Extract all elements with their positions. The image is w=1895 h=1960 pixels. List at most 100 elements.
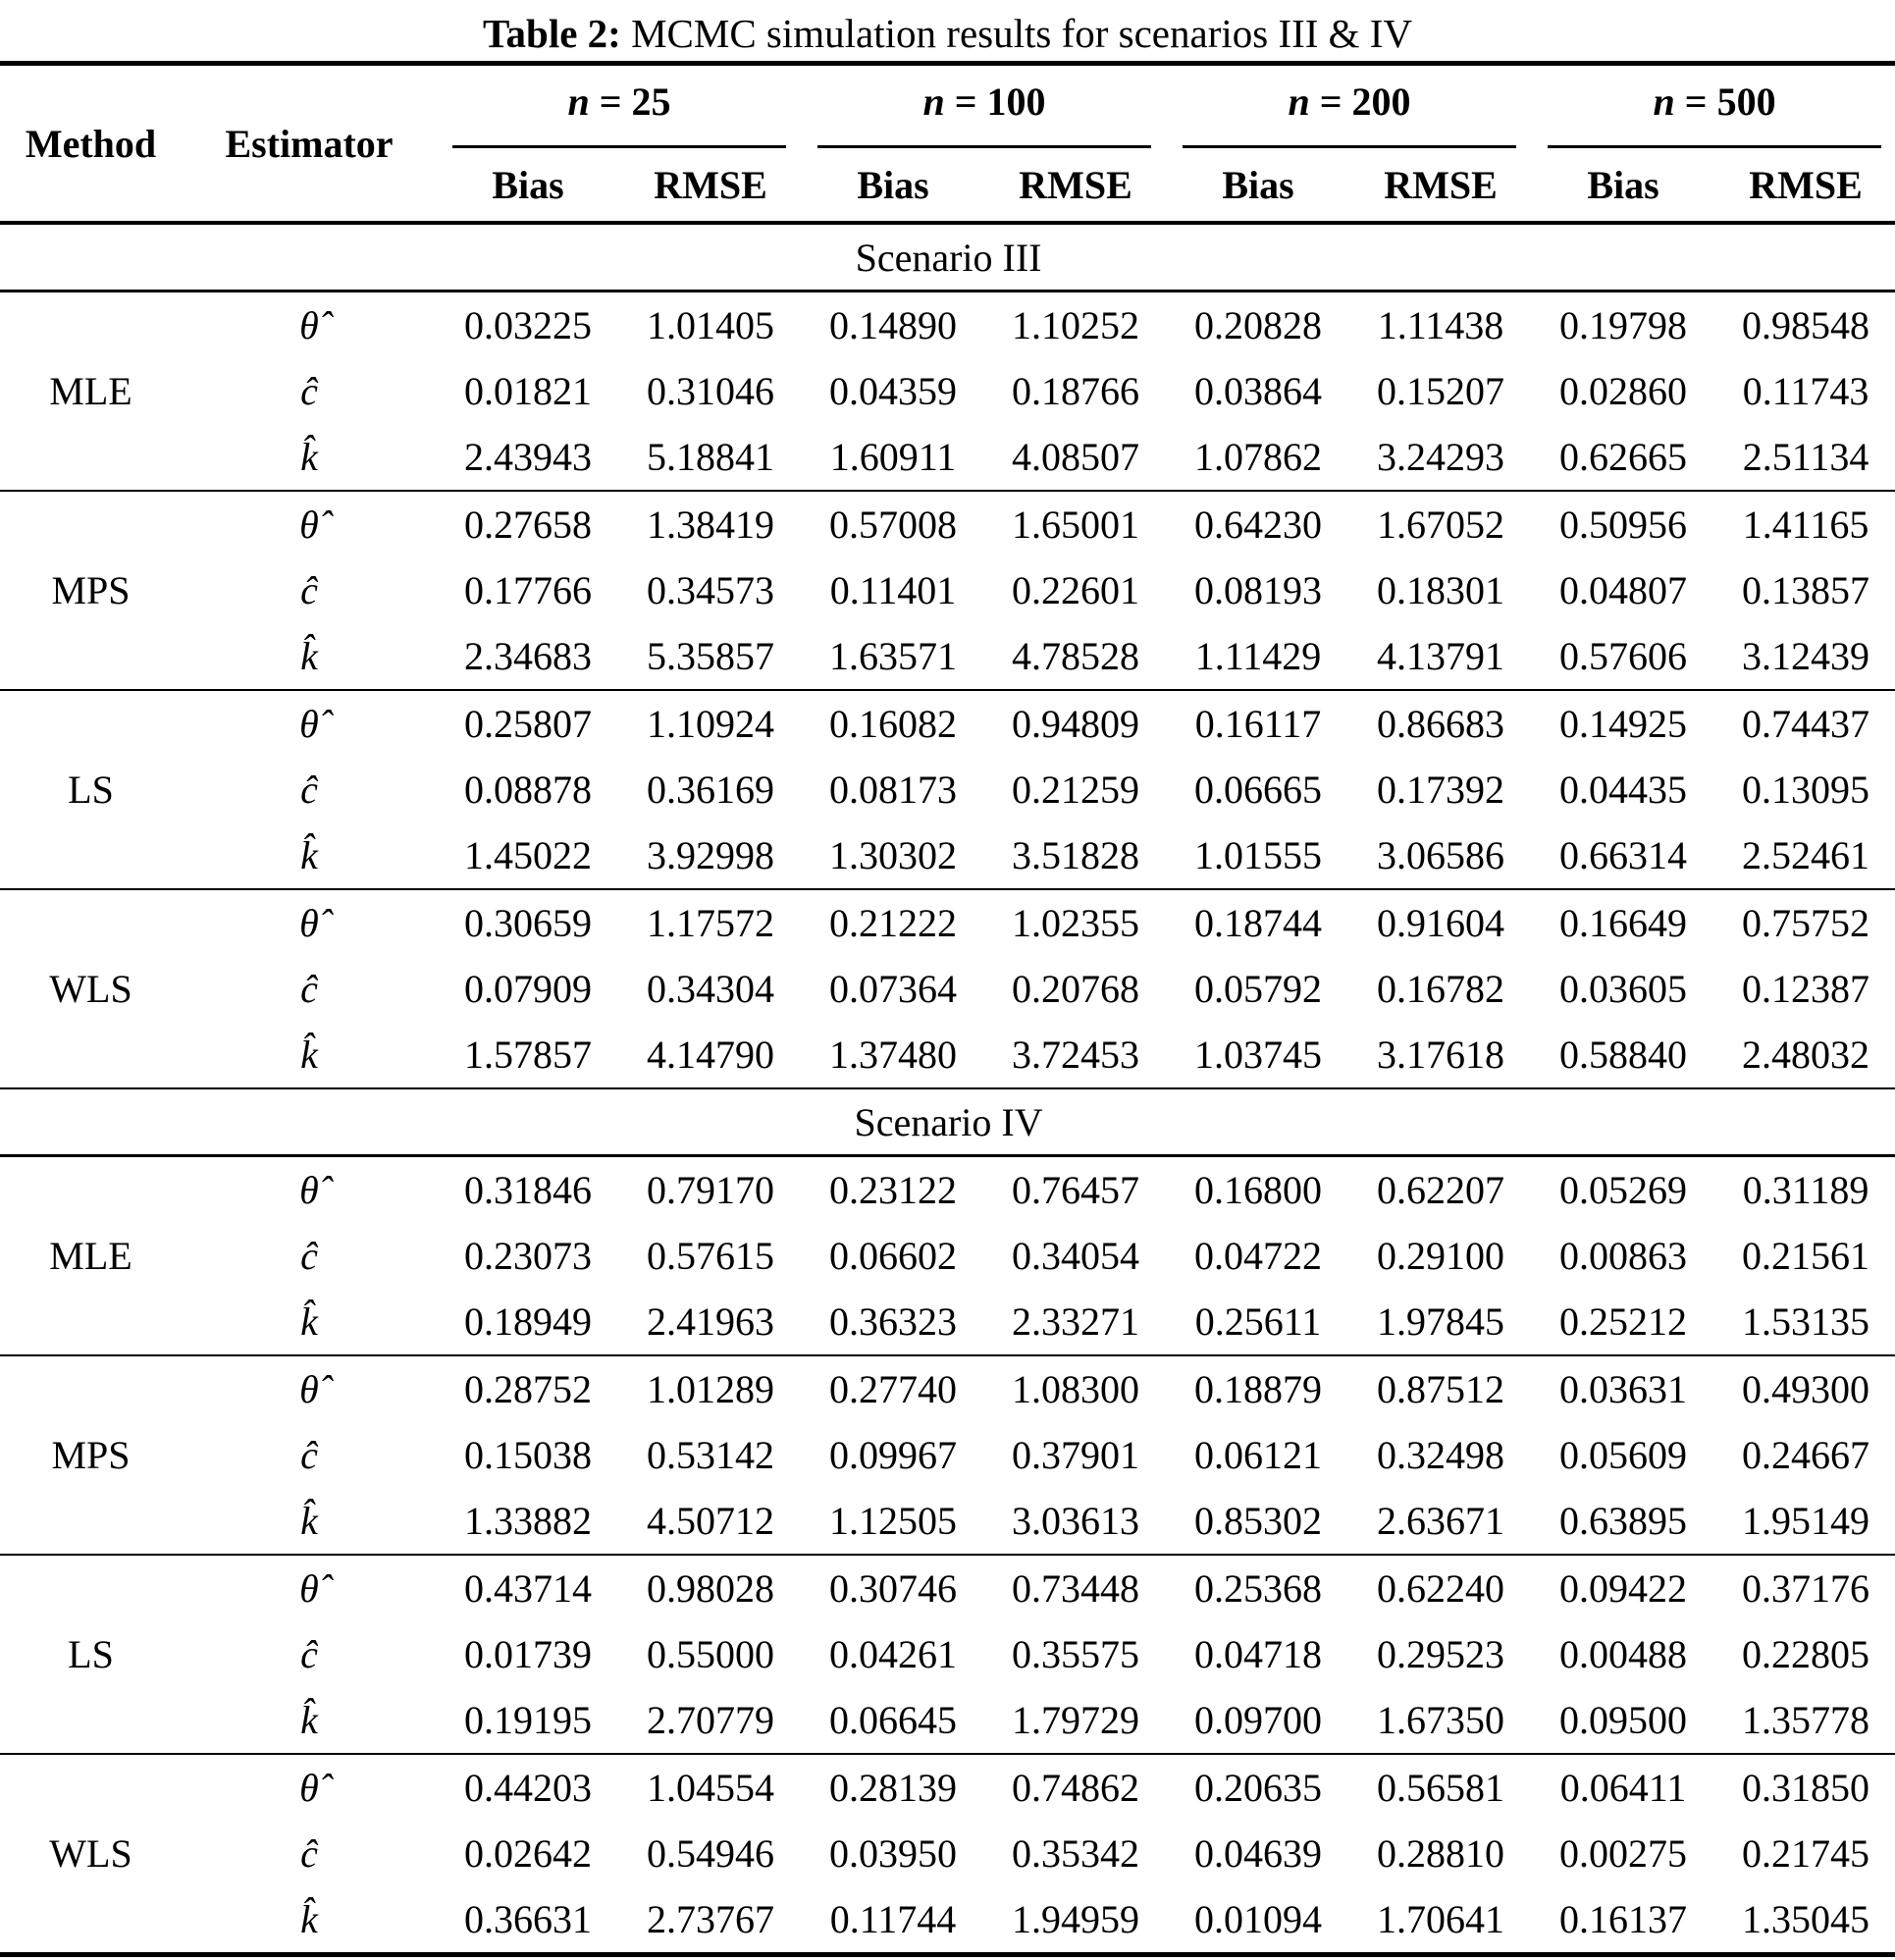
table-row: ĉ 0.02642 0.54946 0.03950 0.35342 0.04639 0.2… [0,1821,1895,1886]
table-row: WLS θ̂ 0.44203 1.04554 0.28139 0.74862 0.20635… [0,1753,1895,1955]
rmse-value-cell: 0.75752 [1714,888,1895,956]
method-name: WLS [0,1753,182,1955]
rmse-value-cell: 3.51828 [1012,833,1140,877]
rmse-value-cell: 0.20768 [1012,967,1140,1011]
bias-value-cell: 0.66314 [1559,833,1688,877]
table-row: k̂ 1.33882 4.50712 1.12505 3.03613 0.85302 2.6… [0,1488,1895,1555]
bias-value-cell: 0.09700 [1194,1698,1323,1742]
rmse-value-cell: 0.28810 [1377,1831,1505,1876]
table-row: k̂ 2.34683 5.35857 1.63571 4.78528 1.11429 4.1… [0,623,1895,690]
bias-value-cell: 0.03950 [829,1831,958,1876]
column-header-rmse: RMSE [1349,148,1533,225]
bias-value-cell: 0.08878 [464,768,592,812]
bias-value-cell: 0.05269 [1559,1168,1688,1212]
table-row: k̂ 1.57857 4.14790 1.37480 3.72453 1.03745 3.1… [0,1022,1895,1088]
estimator-symbol: θ̂ [182,689,437,757]
bias-value-cell: 0.18879 [1167,1354,1350,1422]
rmse-value-cell: 2.63671 [1377,1499,1505,1543]
bias-value-cell: 0.21222 [802,888,985,956]
rmse-value-cell: 0.17392 [1377,768,1505,812]
table-row: MPS θ̂ 0.28752 1.01289 0.27740 1.08300 0.18879… [0,1354,1895,1555]
table-row: WLS θ̂ 0.30659 1.17572 0.21222 1.02355 0.18744… [0,888,1895,1088]
bias-value-cell: 0.11401 [829,568,957,612]
bias-value-cell: 0.36631 [464,1897,592,1941]
section-label-row: Scenario IV [0,1087,1895,1157]
rmse-value-cell: 0.16782 [1377,967,1505,1011]
column-header-bias: Bias [437,148,619,225]
table-row: ĉ 0.07909 0.34304 0.07364 0.20768 0.05792 0.1… [0,956,1895,1022]
rmse-value-cell: 1.02355 [984,888,1168,956]
rmse-value-cell: 0.86683 [1349,689,1533,757]
rmse-value-cell: 1.53135 [1742,1299,1870,1344]
rmse-value-cell: 4.50712 [647,1499,774,1543]
bias-value-cell: 0.20635 [1167,1753,1350,1821]
bias-value-cell: 0.25368 [1167,1554,1350,1621]
bias-value-cell: 0.62665 [1559,435,1688,479]
rmse-value-cell: 0.98548 [1742,303,1870,347]
rmse-value-cell: 0.15207 [1377,369,1505,413]
rmse-value-cell: 2.51134 [1742,435,1869,479]
column-header-bias: Bias [1532,148,1715,225]
bias-value-cell: 1.07862 [1194,435,1323,479]
estimator-symbol: k̂ [300,1299,318,1344]
estimator-symbol: ĉ [300,369,318,413]
bias-value-cell: 0.06665 [1194,768,1323,812]
bias-value-cell: 0.19798 [1559,303,1688,347]
rmse-value-cell: 0.18301 [1377,568,1505,612]
rmse-value-cell: 0.37176 [1714,1554,1895,1621]
rmse-value-cell: 0.21259 [1012,768,1140,812]
rmse-value-cell: 3.17618 [1377,1033,1505,1077]
method-name: WLS [0,888,182,1088]
rmse-value-cell: 0.54946 [647,1831,774,1876]
rmse-value-cell: 0.57615 [647,1234,774,1278]
bias-value-cell: 0.08173 [829,768,958,812]
bias-value-cell: 0.00863 [1559,1234,1688,1278]
bias-value-cell: 2.43943 [464,435,592,479]
rmse-value-cell: 0.91604 [1349,888,1533,956]
estimator-symbol: k̂ [300,1033,318,1077]
column-group-n500: n = 500 [1532,64,1895,149]
rmse-value-cell: 3.12439 [1742,634,1870,678]
rmse-value-cell: 0.94809 [984,689,1168,757]
table-row: MLE θ̂ 0.03225 1.01405 0.14890 1.10252 0.20828… [0,291,1895,413]
bias-value-cell: 0.06602 [829,1234,958,1278]
rmse-value-cell: 2.41963 [647,1299,774,1344]
bias-value-cell: 0.02642 [464,1831,592,1876]
bias-value-cell: 0.09422 [1532,1554,1715,1621]
n-symbol: n [922,79,945,124]
bias-value-cell: 1.03745 [1194,1033,1323,1077]
bias-value-cell: 0.30746 [802,1554,985,1621]
bias-value-cell: 1.45022 [464,833,592,877]
column-header-estimator: Estimator [182,63,437,225]
estimator-symbol: ĉ [300,967,318,1011]
estimator-symbol: k̂ [300,435,318,479]
bias-value-cell: 0.05792 [1194,967,1323,1011]
rmse-value-cell: 1.11438 [1377,303,1504,347]
column-header-rmse: RMSE [984,148,1168,225]
bias-value-cell: 0.19195 [464,1698,592,1742]
bias-value-cell: 0.85302 [1194,1499,1323,1543]
bias-value-cell: 0.63895 [1559,1499,1688,1543]
estimator-symbol: ĉ [300,568,318,612]
bias-value-cell: 0.27658 [437,490,619,557]
bias-value-cell: 0.15038 [464,1433,592,1477]
bias-value-cell: 0.08193 [1194,568,1323,612]
rmse-value-cell: 1.01289 [619,1354,803,1422]
bias-value-cell: 0.02860 [1559,369,1688,413]
rmse-value-cell: 3.06586 [1377,833,1505,877]
table-row: ĉ 0.15038 0.53142 0.09967 0.37901 0.06121 0.3… [0,1422,1895,1488]
section-label: Scenario III [0,223,1895,292]
rmse-value-cell: 0.79170 [647,1168,774,1212]
table-row: k̂ 1.45022 3.92998 1.30302 3.51828 1.01555 3.0… [0,822,1895,889]
rmse-value-cell: 0.35342 [1012,1831,1140,1876]
rmse-value-cell: 4.14790 [647,1033,774,1077]
method-name: MLE [49,369,132,413]
rmse-value-cell: 1.70641 [1377,1897,1505,1941]
estimator-symbol: ĉ [300,1831,318,1876]
bias-value-cell: 0.06121 [1194,1433,1323,1477]
section-label: Scenario IV [0,1087,1895,1157]
bias-value-cell: 0.28139 [802,1753,985,1821]
rmse-value-cell: 1.01405 [647,303,774,347]
rmse-value-cell: 4.78528 [1012,634,1140,678]
